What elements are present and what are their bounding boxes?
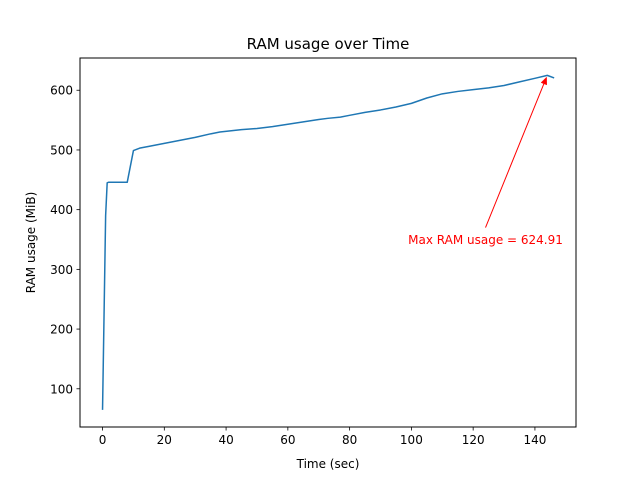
x-tick-label: 140 xyxy=(523,433,546,447)
x-axis-title: Time (sec) xyxy=(296,457,360,471)
y-axis-title: RAM usage (MiB) xyxy=(24,192,38,294)
y-tick-label: 100 xyxy=(50,382,73,396)
axis-ticks: 0 20 40 60 80 100 120 140 100 200 300 400 500 600 xyxy=(50,84,546,447)
plot-frame xyxy=(79,57,577,428)
x-tick-label: 80 xyxy=(342,433,357,447)
max-ram-annotation: Max RAM usage = 624.91 xyxy=(408,233,563,247)
y-tick-label: 400 xyxy=(50,203,73,217)
x-tick-label: 0 xyxy=(99,433,107,447)
y-tick-label: 200 xyxy=(50,323,73,337)
x-tick-label: 120 xyxy=(462,433,485,447)
annotation-arrow-shaft xyxy=(485,82,545,228)
x-tick-label: 60 xyxy=(280,433,295,447)
annotation-layer: Max RAM usage = 624.91 xyxy=(408,76,563,247)
x-tick-label: 100 xyxy=(400,433,423,447)
y-tick-label: 500 xyxy=(50,143,73,157)
x-tick-label: 20 xyxy=(157,433,172,447)
y-tick-label: 300 xyxy=(50,263,73,277)
y-tick-label: 600 xyxy=(50,84,73,98)
series-layer xyxy=(101,74,555,410)
x-tick-label: 40 xyxy=(218,433,233,447)
ram-usage-line xyxy=(101,74,555,410)
annotation-arrow-head xyxy=(540,76,547,86)
chart-title: RAM usage over Time xyxy=(247,35,410,53)
